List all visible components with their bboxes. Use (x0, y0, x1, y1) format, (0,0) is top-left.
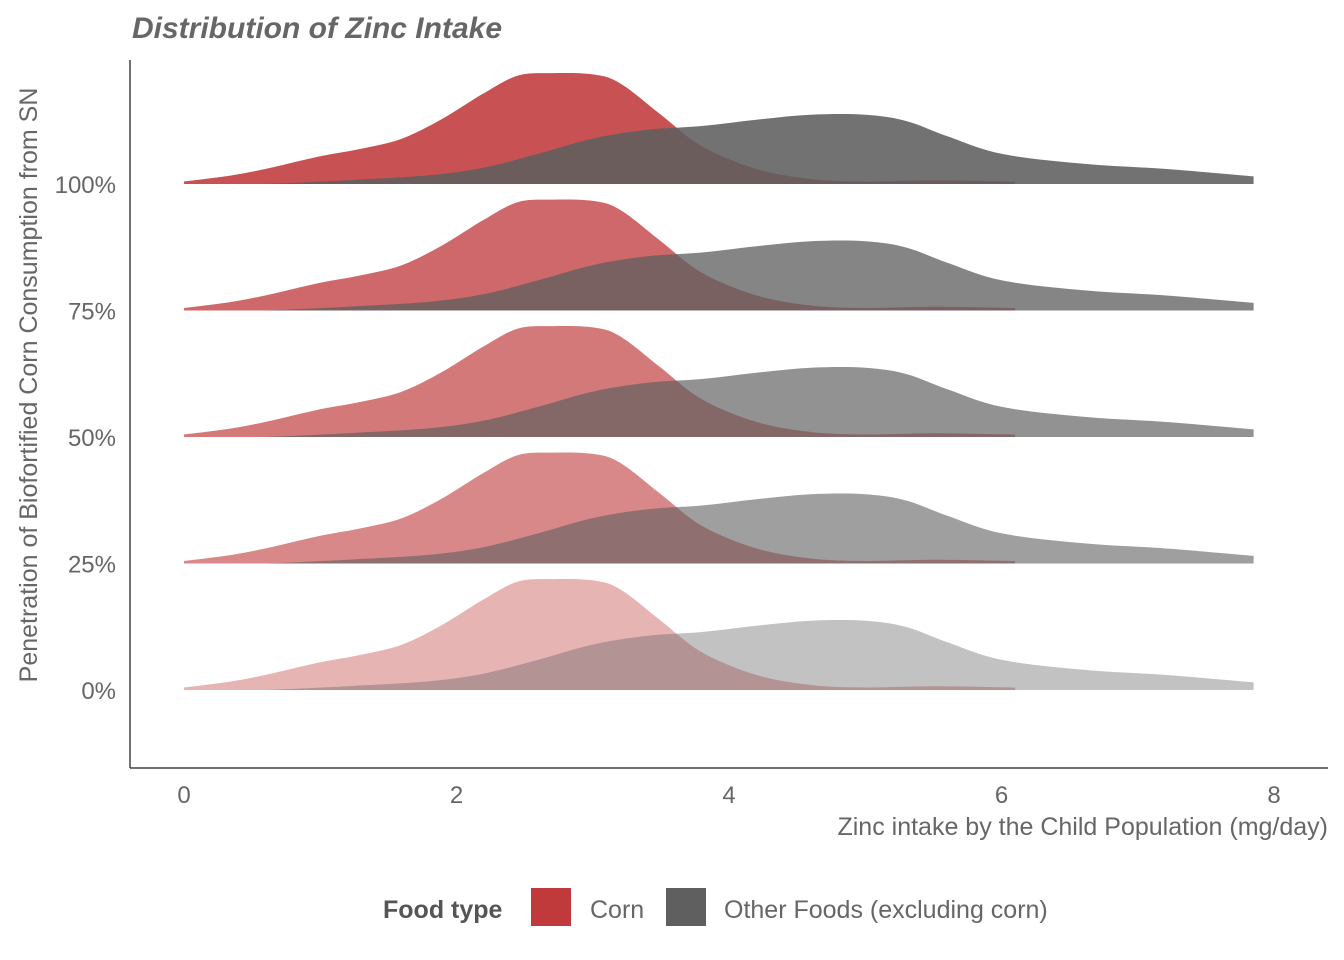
ridge-100pct-corn-area (184, 72, 1016, 184)
x-tick-label: 2 (450, 782, 463, 809)
y-axis-title: Penetration of Biofortified Corn Consump… (15, 88, 43, 683)
x-tick-label: 4 (722, 782, 735, 809)
ridge-50pct-other-foods-area (265, 366, 1254, 437)
y-tick-label: 100% (55, 172, 116, 199)
ridge-75pct-other-foods-area (265, 240, 1254, 311)
ridge-25pct-corn-area (184, 452, 1016, 564)
legend-label-corn: Corn (590, 896, 644, 924)
y-tick-label: 75% (68, 299, 116, 326)
x-tick-label: 0 (177, 782, 190, 809)
ridge-75pct-corn-area (184, 199, 1016, 311)
y-tick-label: 0% (81, 678, 116, 705)
x-tick-label: 8 (1267, 782, 1280, 809)
legend-swatch-corn (531, 888, 571, 926)
y-tick-label: 50% (68, 425, 116, 452)
legend: Food type Corn Other Foods (excluding co… (383, 888, 1048, 926)
ridges-group (184, 72, 1254, 690)
legend-swatch-other-foods (666, 888, 706, 926)
legend-title: Food type (383, 896, 503, 924)
ridge-25pct-other-foods-area (265, 493, 1254, 564)
ridge-50pct-corn-area (184, 325, 1016, 437)
chart-title: Distribution of Zinc Intake (132, 12, 502, 45)
ridge-0pct-other-foods-area (265, 620, 1254, 690)
x-axis-title: Zinc intake by the Child Population (mg/… (837, 813, 1328, 841)
y-tick-labels: 0% 25% 50% 75% 100% (55, 172, 116, 705)
legend-label-other-foods: Other Foods (excluding corn) (724, 896, 1048, 924)
x-tick-label: 6 (995, 782, 1008, 809)
ridge-100pct-other-foods-area (265, 113, 1254, 184)
y-tick-label: 25% (68, 552, 116, 579)
x-tick-labels: 0 2 4 6 8 (177, 782, 1280, 809)
ridge-0pct-corn-area (184, 578, 1016, 690)
